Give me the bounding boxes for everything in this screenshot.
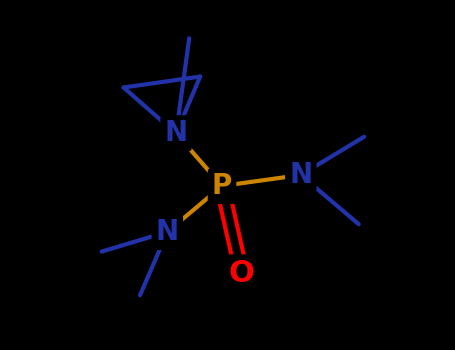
Text: N: N [289, 161, 312, 189]
Text: N: N [156, 218, 179, 246]
Text: P: P [212, 172, 232, 200]
Text: O: O [229, 259, 255, 288]
Text: N: N [165, 119, 187, 147]
